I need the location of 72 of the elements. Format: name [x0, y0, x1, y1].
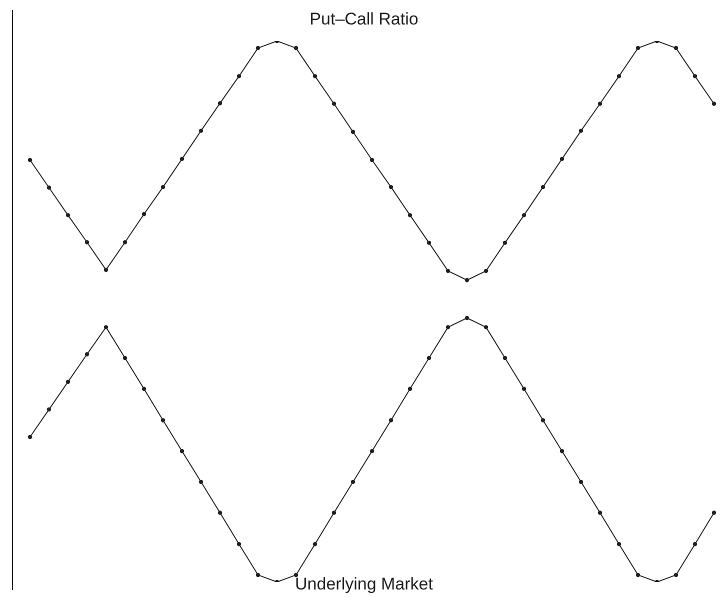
point [236, 542, 242, 546]
point [426, 240, 432, 245]
point [160, 418, 166, 422]
point [636, 46, 640, 50]
point [522, 386, 526, 391]
point [46, 407, 52, 412]
point [332, 102, 336, 106]
point [294, 572, 298, 578]
point [84, 240, 90, 244]
point [122, 240, 128, 244]
point [692, 74, 698, 78]
point [616, 542, 622, 546]
point [66, 380, 70, 384]
point [502, 356, 508, 360]
point [540, 418, 546, 422]
point [180, 156, 184, 162]
point [160, 184, 166, 190]
point [66, 213, 70, 218]
point [180, 448, 184, 454]
point [464, 316, 470, 320]
series-label: Put–Call Ratio [310, 10, 418, 29]
point [484, 268, 488, 274]
point [370, 158, 374, 162]
point [674, 572, 678, 578]
point [712, 510, 716, 515]
point [426, 356, 432, 360]
point [104, 325, 108, 330]
point [560, 448, 564, 454]
point [198, 128, 204, 133]
point [446, 268, 450, 274]
point [218, 510, 222, 515]
point [408, 213, 412, 218]
point [256, 572, 260, 578]
point [198, 480, 204, 484]
point [312, 74, 318, 78]
point [388, 418, 394, 422]
point [28, 158, 32, 162]
point [256, 46, 260, 50]
point [598, 510, 602, 515]
point [142, 212, 146, 216]
point [350, 130, 356, 134]
point [598, 102, 602, 106]
point [578, 480, 584, 484]
point [350, 480, 356, 484]
point [578, 128, 584, 133]
point [332, 510, 336, 515]
point [28, 434, 32, 440]
point [502, 240, 508, 245]
point [616, 74, 622, 78]
point [408, 386, 412, 391]
point [692, 542, 698, 546]
point [122, 356, 128, 360]
point [46, 186, 52, 190]
point [312, 542, 318, 546]
point [522, 213, 526, 218]
point [636, 572, 640, 578]
point [464, 278, 470, 282]
point [142, 386, 146, 391]
point [446, 325, 450, 330]
point [712, 102, 716, 106]
point [294, 46, 298, 50]
point [84, 352, 90, 356]
point [370, 448, 374, 454]
series-label: Underlying Market [295, 574, 434, 594]
point [560, 156, 564, 162]
point [104, 268, 108, 272]
point [218, 101, 222, 106]
point [674, 46, 678, 50]
point [484, 325, 488, 330]
point [388, 184, 394, 190]
point [236, 74, 242, 78]
point [540, 184, 546, 190]
